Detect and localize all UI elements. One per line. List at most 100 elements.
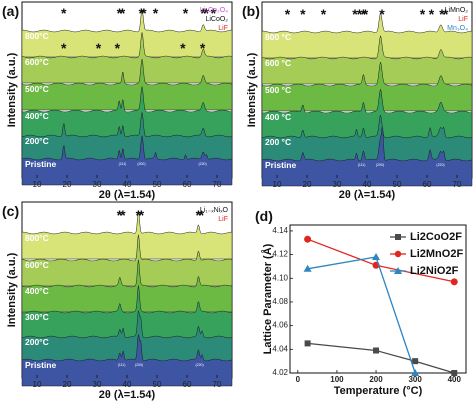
peak-marker: *	[357, 6, 363, 22]
x-tick-label: 50	[153, 380, 162, 389]
trace-label: 200°C	[25, 337, 49, 347]
peak-marker: *	[379, 6, 385, 22]
trace-3	[261, 88, 473, 139]
peak-marker: *	[352, 6, 358, 22]
x-tick-label: 30	[93, 180, 102, 189]
peak-marker: *	[139, 207, 145, 223]
hkl-label: (111)	[118, 363, 126, 367]
peak-marker: *	[196, 207, 202, 223]
x-axis-label: Temperature (°C)	[334, 385, 423, 397]
trace-label: 600°C	[25, 57, 49, 67]
trace-label: 800°C	[25, 233, 49, 243]
trace-3	[21, 285, 233, 339]
trace-label: 600 °C	[265, 58, 291, 68]
x-tick-label: 40	[123, 180, 132, 189]
data-point	[373, 347, 380, 354]
peak-marker: *	[443, 6, 449, 22]
xrd-panel-a: 800°C 600°C 500°C 400°C 200°C Pristine (111) (2…	[2, 1, 233, 201]
y-tick-label: 4.02	[272, 368, 288, 377]
hkl-label: (220)	[199, 162, 207, 166]
x-tick-label: 70	[213, 380, 222, 389]
xrd-panel-b: 800 °C 600 °C 500 °C 400 °C 200 °C Pristine (1…	[242, 1, 473, 201]
lattice-chart: 0 100 200 300 400 4.02 4.04 4.06 4.08 4.10 4.12 4.1…	[255, 208, 467, 397]
data-point	[304, 235, 312, 243]
trace-label: 200 °C	[265, 137, 291, 147]
trace-2	[261, 61, 473, 112]
legend-marker	[395, 234, 401, 240]
peak-marker: *	[61, 5, 67, 21]
panel-label: (b)	[242, 3, 260, 19]
trace-label: Pristine	[25, 159, 56, 169]
hkl-label: (111)	[119, 162, 127, 166]
peak-marker: *	[61, 40, 67, 56]
x-tick-label: 40	[123, 380, 132, 389]
y-axis-label: Intensity (a.u.)	[6, 52, 18, 127]
peak-marker: *	[203, 5, 209, 21]
data-point	[412, 358, 419, 365]
trace-label: Pristine	[25, 360, 56, 370]
peak-marker: *	[120, 5, 126, 21]
x-tick-label: 10	[33, 380, 42, 389]
data-point	[450, 278, 458, 286]
peak-marker: *	[153, 5, 159, 21]
x-tick-label: 60	[183, 380, 192, 389]
xrd-panel-c: 800°C 600°C 400°C 300°C 200°C Pristine (111) (2…	[2, 201, 233, 401]
trace-label: 400 °C	[265, 112, 291, 122]
trace-label: 800°C	[25, 31, 49, 41]
hkl-label: (200)	[135, 363, 143, 367]
legend-entry: LiF	[218, 25, 228, 32]
x-tick-label: 20	[303, 180, 312, 189]
x-tick-label: 60	[423, 180, 432, 189]
legend-entry: LiF	[458, 16, 468, 23]
hkl-label: (220)	[436, 163, 444, 167]
trace-5	[21, 135, 233, 186]
peak-marker: *	[200, 40, 206, 56]
legend-entry: Li₁₋ₓNiₓO	[200, 207, 229, 214]
trace-label: 500°C	[25, 84, 49, 94]
trace-1	[21, 234, 233, 287]
trace-4	[261, 114, 473, 164]
legend-entry: Li₂Co₂O₄	[200, 7, 228, 14]
legend-entry: Mn₃O₄	[447, 25, 468, 32]
y-axis-label: Intensity (a.u.)	[246, 52, 258, 127]
peak-marker: *	[136, 207, 142, 223]
y-tick-label: 4.14	[272, 226, 288, 235]
legend-entry: LiMnO₂	[445, 7, 469, 14]
legend-label: Li2MnO2F	[410, 248, 463, 260]
x-tick-label: 400	[448, 375, 462, 384]
peak-marker: *	[429, 6, 435, 22]
data-point	[304, 340, 311, 347]
x-tick-label: 10	[273, 180, 282, 189]
legend-marker	[394, 267, 402, 274]
peak-marker: *	[420, 6, 426, 22]
y-tick-label: 4.04	[272, 344, 288, 353]
trace-label: 400°C	[25, 111, 49, 121]
trace-4	[21, 112, 233, 163]
peak-marker: *	[115, 40, 121, 56]
hkl-label: (200)	[137, 162, 145, 166]
hkl-label: (111)	[358, 163, 366, 167]
trace-5	[21, 334, 233, 387]
x-tick-label: 20	[63, 180, 72, 189]
peak-marker: *	[285, 6, 291, 22]
y-tick-label: 4.06	[272, 321, 288, 330]
legend-entry: LiCoO₂	[205, 16, 228, 23]
data-point	[372, 252, 381, 260]
y-tick-label: 4.10	[272, 273, 288, 282]
x-tick-label: 20	[63, 380, 72, 389]
x-tick-label: 10	[33, 180, 42, 189]
trace-label: 300°C	[25, 312, 49, 322]
peak-marker: *	[200, 5, 206, 21]
hkl-label: (200)	[376, 163, 384, 167]
y-axis-label: Intensity (a.u.)	[6, 252, 18, 327]
peak-marker: *	[183, 5, 189, 21]
x-tick-label: 70	[453, 180, 462, 189]
panel-label: (a)	[2, 3, 19, 19]
peak-marker: *	[321, 6, 327, 22]
trace-4	[21, 310, 233, 364]
peak-marker: *	[139, 5, 145, 21]
peak-marker: *	[300, 6, 306, 22]
data-point	[411, 369, 420, 376]
trace-0	[21, 210, 233, 260]
